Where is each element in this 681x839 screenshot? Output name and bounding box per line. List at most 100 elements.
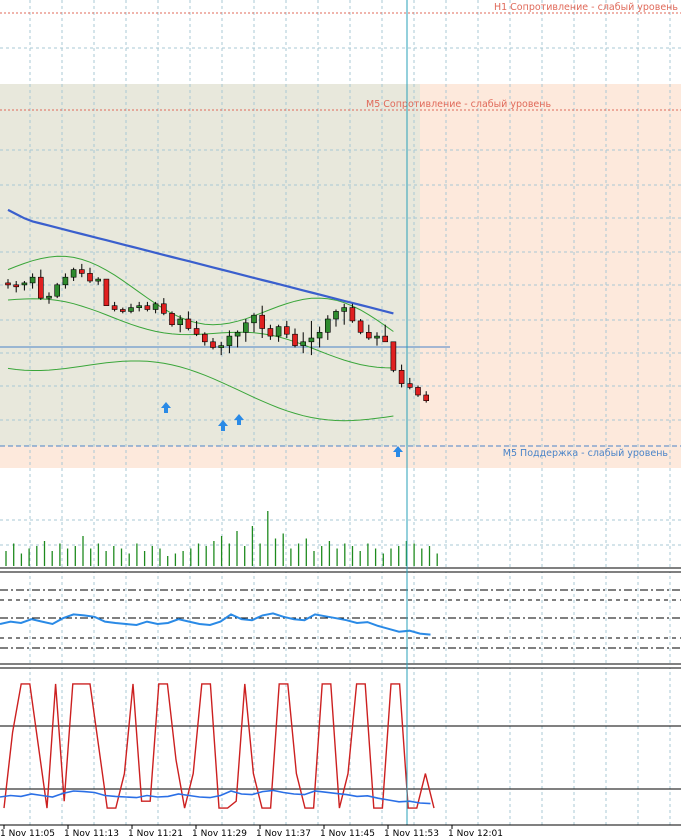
candle-body: [185, 318, 192, 329]
candlestick: [357, 319, 364, 335]
candlestick: [177, 315, 183, 333]
up-arrow-icon: [218, 420, 228, 431]
h1-resistance-label: H1 Сопротивление - слабый уровень: [494, 2, 678, 13]
time-tick-label: 1 Nov 11:37: [256, 829, 311, 839]
candle-body: [398, 369, 405, 384]
candle-body: [341, 307, 348, 312]
candle-body: [226, 335, 233, 346]
candlestick: [62, 273, 69, 289]
stochastic-levels: [0, 725, 681, 790]
candle-body: [415, 387, 421, 396]
candlestick: [95, 277, 101, 285]
time-tick-label: 1 Nov 11:29: [192, 829, 247, 839]
candle-body: [136, 305, 142, 309]
lower-band: [7, 360, 394, 422]
candlestick: [415, 385, 421, 397]
candle-body: [316, 331, 323, 339]
candle-body: [161, 303, 167, 314]
candlestick: [46, 292, 52, 304]
volume-histogram: [5, 511, 438, 566]
candle-body: [87, 273, 93, 282]
candle-body: [283, 326, 290, 335]
time-tick-label: 1 Nov 11:13: [64, 829, 119, 839]
candlestick: [13, 281, 19, 293]
candlesticks: [5, 263, 430, 403]
candlestick: [349, 303, 356, 323]
candle-body: [169, 312, 175, 325]
candle-body: [300, 341, 307, 346]
candle-body: [292, 333, 298, 346]
candlestick: [103, 278, 110, 307]
candlestick: [382, 324, 389, 343]
up-arrow-icon: [161, 402, 171, 413]
candle-body: [120, 309, 126, 312]
candlestick: [243, 319, 249, 342]
candlestick: [259, 305, 266, 338]
candle-body: [95, 278, 101, 282]
stochastic-signal-line: [0, 789, 431, 805]
candlestick: [169, 311, 175, 327]
candlestick: [152, 301, 159, 314]
candle-body: [177, 318, 183, 325]
candle-body: [382, 335, 389, 343]
candle-body: [29, 276, 36, 284]
candle-body: [365, 331, 372, 339]
candle-body: [202, 333, 208, 343]
candle-body: [374, 335, 380, 339]
candle-body: [357, 320, 364, 333]
candle-body: [210, 341, 216, 348]
candlestick: [193, 320, 200, 337]
middle-band: [7, 298, 394, 369]
panel-divider-2: [0, 664, 681, 668]
candlestick: [185, 311, 192, 331]
time-tick-label: 1 Nov 11:05: [0, 829, 55, 839]
candle-body: [308, 337, 315, 343]
upper-band: [7, 255, 394, 332]
candlestick: [308, 320, 315, 356]
candle-body: [111, 305, 118, 310]
time-tick-label: 1 Nov 11:21: [128, 829, 183, 839]
candle-body: [234, 331, 241, 337]
candlestick: [390, 341, 397, 373]
candle-body: [390, 341, 397, 371]
candle-body: [21, 282, 28, 286]
candle-body: [406, 383, 413, 388]
candlestick: [300, 332, 307, 354]
candlestick: [333, 309, 339, 327]
candlestick: [267, 324, 274, 340]
candle-body: [13, 284, 19, 288]
candlestick: [120, 307, 126, 314]
candle-body: [37, 276, 44, 299]
time-tick-label: 1 Nov 11:53: [384, 829, 439, 839]
candlestick: [423, 391, 430, 403]
candlestick: [374, 332, 380, 346]
candlestick: [292, 328, 298, 348]
candlestick: [275, 324, 282, 342]
candle-body: [251, 314, 257, 324]
moving-average-line: [7, 208, 394, 315]
time-tick-label: 1 Nov 11:45: [320, 829, 375, 839]
candle-body: [62, 276, 69, 286]
candle-body: [324, 318, 331, 333]
up-arrow-icon: [393, 446, 403, 457]
m5-range-zone: [0, 84, 420, 462]
candlestick: [218, 341, 224, 356]
candle-body: [46, 295, 52, 299]
oscillator-line: [0, 612, 431, 636]
candle-body: [70, 269, 77, 278]
candle-body: [128, 307, 134, 312]
panel-divider-1: [0, 568, 681, 572]
candlestick: [161, 298, 167, 316]
candlestick: [128, 303, 134, 314]
candlestick: [210, 338, 216, 350]
candlestick: [251, 313, 257, 333]
candlestick: [324, 315, 331, 340]
oscillator-levels: [0, 589, 681, 649]
candle-body: [103, 278, 110, 307]
candle-body: [423, 394, 430, 401]
candlestick: [226, 330, 233, 354]
candlestick: [79, 263, 85, 278]
envelope-bands: [7, 255, 394, 422]
up-arrow-icon: [234, 414, 244, 425]
